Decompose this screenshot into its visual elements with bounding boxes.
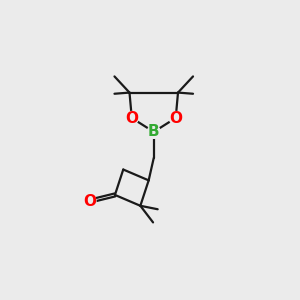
Circle shape [147,125,160,138]
Text: O: O [169,110,182,125]
Text: B: B [148,124,160,140]
Circle shape [83,195,96,208]
Text: O: O [83,194,96,209]
Circle shape [125,112,138,124]
Text: O: O [125,110,138,125]
Circle shape [169,112,182,124]
